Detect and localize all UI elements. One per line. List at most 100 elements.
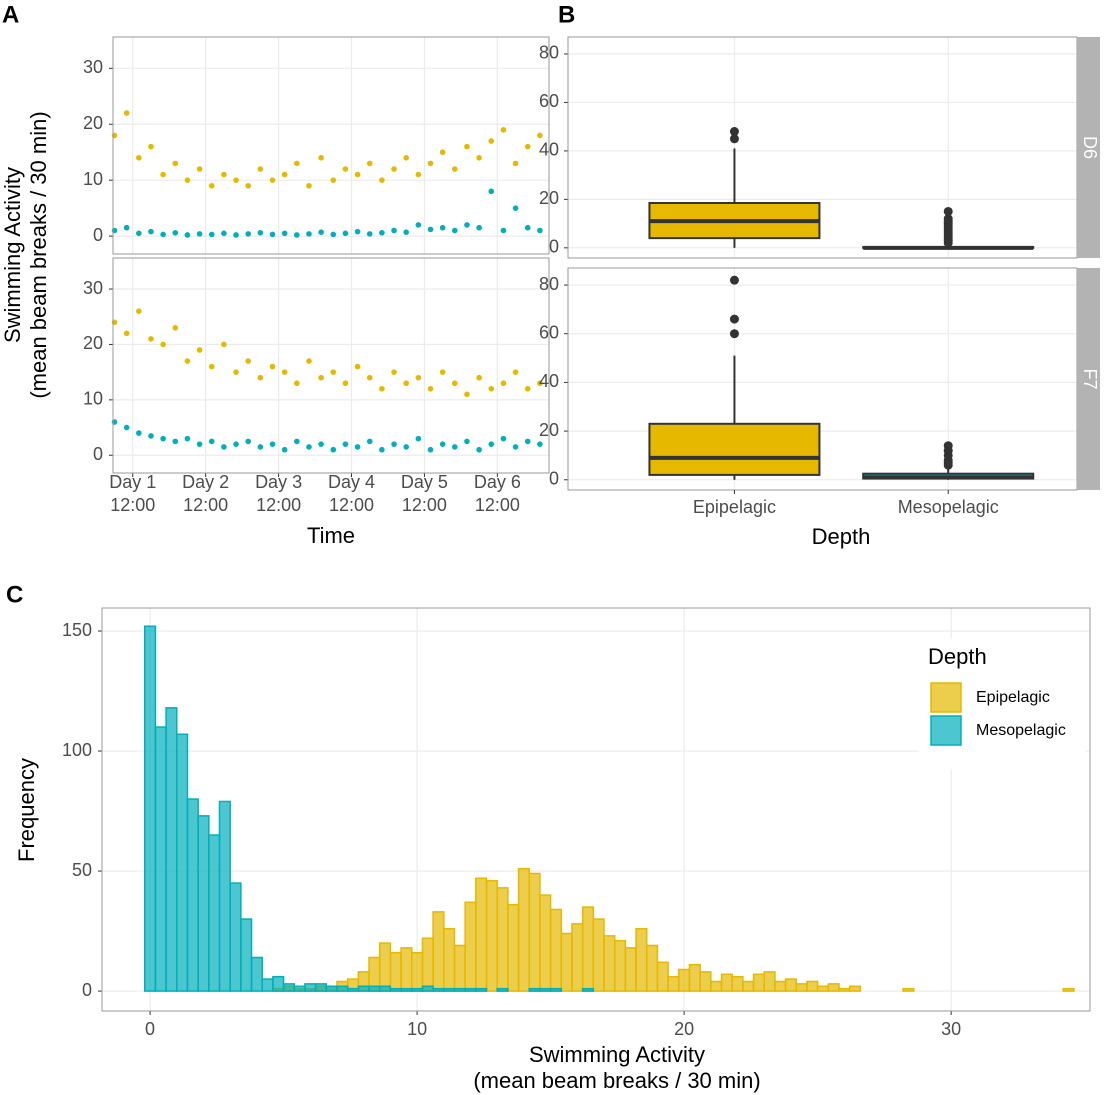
facet-strip: [1077, 268, 1100, 490]
y-tick-label: 0: [549, 237, 559, 257]
data-point: [537, 132, 543, 139]
data-point: [500, 127, 507, 133]
data-point: [464, 143, 470, 150]
histogram-bar: [496, 887, 509, 992]
histogram-bar: [539, 894, 552, 992]
y-axis-title: Frequency: [14, 758, 39, 862]
histogram-bar: [176, 733, 189, 992]
data-point: [366, 438, 373, 445]
data-point: [208, 182, 215, 189]
histogram-bar: [784, 978, 798, 992]
histogram-bar: [325, 985, 338, 992]
x-axis-title: Time: [307, 523, 355, 548]
panel-background: [113, 258, 549, 473]
data-point: [452, 380, 458, 387]
data-point: [208, 438, 215, 445]
data-point: [172, 438, 179, 445]
data-point: [221, 341, 227, 348]
histogram-bar: [304, 983, 317, 992]
data-point: [537, 441, 543, 447]
panel-border: [112, 36, 550, 255]
y-tick-label: 0: [549, 469, 559, 489]
data-point: [123, 224, 130, 231]
histogram-bar: [389, 951, 402, 992]
histogram-bar: [421, 937, 434, 992]
x-tick-label: Mesopelagic: [898, 497, 999, 517]
histogram-bar: [827, 983, 840, 992]
data-point: [330, 446, 337, 453]
histogram-bar: [496, 987, 509, 992]
data-point: [281, 171, 288, 178]
y-tick-label: 20: [539, 420, 559, 440]
histogram-bar: [272, 975, 285, 992]
histogram-bar: [581, 987, 595, 992]
y-axis-title: (mean beam breaks / 30 min): [26, 111, 51, 398]
x-tick-label: Day 5: [401, 472, 448, 492]
data-point: [379, 229, 385, 236]
y-tick-label: 60: [539, 322, 559, 342]
y-tick-label: 80: [539, 274, 559, 294]
data-point: [148, 228, 154, 235]
histogram-bar: [752, 973, 765, 992]
panel-tag: C: [6, 581, 23, 608]
data-point: [524, 438, 531, 445]
data-point: [318, 374, 324, 381]
data-point: [233, 369, 239, 375]
data-point: [306, 444, 312, 450]
data-point: [196, 441, 203, 447]
data-point: [306, 358, 312, 364]
histogram-bar: [443, 987, 456, 992]
histogram-bar: [229, 882, 242, 992]
data-point: [330, 231, 337, 238]
data-point: [196, 166, 203, 172]
data-point: [257, 444, 264, 450]
histogram-bar: [549, 908, 563, 992]
x-tick-label: Epipelagic: [693, 497, 776, 517]
histogram-bar: [902, 987, 915, 992]
x-tick-label: Day 2: [182, 472, 229, 492]
data-point: [415, 374, 422, 381]
data-point: [488, 138, 495, 144]
data-point: [464, 391, 470, 398]
histogram-bar: [528, 872, 541, 992]
data-point: [318, 441, 324, 447]
histogram-bar: [432, 987, 445, 992]
y-tick-label: 10: [83, 389, 103, 409]
data-point: [221, 230, 227, 237]
legend-label: Epipelagic: [976, 689, 1050, 706]
data-point: [403, 229, 409, 235]
histogram-bar: [443, 927, 456, 992]
data-point: [306, 231, 312, 237]
data-point: [148, 143, 154, 150]
data-point: [427, 160, 434, 167]
data-point: [123, 424, 130, 431]
data-point: [379, 446, 385, 453]
histogram-bar: [763, 971, 776, 992]
histogram-bar: [378, 985, 392, 992]
histogram-bar: [464, 901, 477, 992]
data-point: [184, 435, 191, 442]
data-point: [403, 380, 409, 387]
data-point: [391, 166, 397, 172]
data-point: [464, 438, 470, 445]
x-tick-label: 10: [407, 1019, 427, 1039]
data-point: [488, 188, 495, 195]
histogram-bar: [346, 987, 360, 992]
y-tick-label: 20: [83, 113, 103, 133]
data-point: [281, 230, 288, 237]
data-point: [476, 155, 482, 161]
data-point: [403, 444, 409, 450]
data-point: [123, 330, 130, 337]
data-point: [391, 441, 397, 447]
data-point: [269, 363, 276, 370]
y-axis-title: Swimming Activity: [0, 167, 25, 343]
outlier: [729, 314, 739, 324]
histogram-bar: [507, 903, 520, 992]
panel-tag: A: [2, 1, 19, 28]
data-point: [160, 231, 166, 238]
histogram-bar: [539, 987, 552, 992]
legend-key: [930, 682, 962, 713]
data-point: [269, 441, 276, 447]
data-point: [439, 149, 446, 156]
data-point: [512, 369, 519, 375]
